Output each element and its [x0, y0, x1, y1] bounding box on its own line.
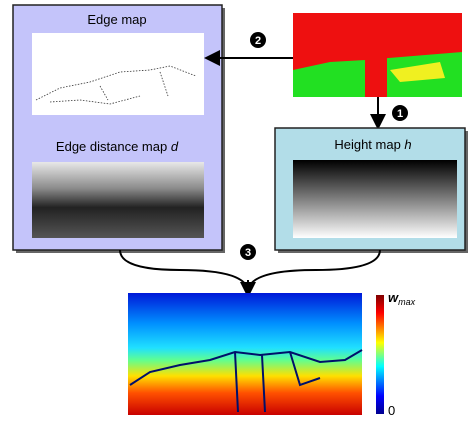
- step-number: 1: [397, 108, 403, 120]
- edge-lines: [35, 65, 197, 105]
- seg-object: [365, 45, 387, 97]
- variable: h: [404, 137, 411, 152]
- label: Edge distance map: [56, 139, 171, 154]
- edge-map-image: [32, 33, 204, 115]
- edge-distance-image: [32, 162, 204, 238]
- step-circle: [240, 244, 256, 260]
- step-number: 3: [245, 247, 251, 259]
- height-map-title: Height map h: [334, 137, 411, 152]
- step-3: 3: [240, 244, 256, 260]
- subscript: max: [398, 297, 416, 307]
- step-circle: [392, 105, 408, 121]
- colorbar-max-label: wmax: [388, 290, 416, 307]
- colorbar: [376, 295, 384, 414]
- variable: d: [171, 139, 179, 154]
- label: Height map: [334, 137, 404, 152]
- edge-distance-title: Edge distance map d: [56, 139, 179, 154]
- edge-map-title: Edge map: [87, 12, 146, 27]
- symbol: w: [388, 290, 399, 305]
- merge-brace: [119, 249, 381, 293]
- height-map-image: [293, 160, 457, 238]
- colorbar-min-label: 0: [388, 403, 395, 418]
- step-2: 2: [250, 32, 266, 48]
- seg-yellow: [390, 62, 445, 82]
- heatmap-edges: [129, 349, 363, 413]
- step-circle: [250, 32, 266, 48]
- step-number: 2: [255, 35, 261, 47]
- step-1: 1: [392, 105, 408, 121]
